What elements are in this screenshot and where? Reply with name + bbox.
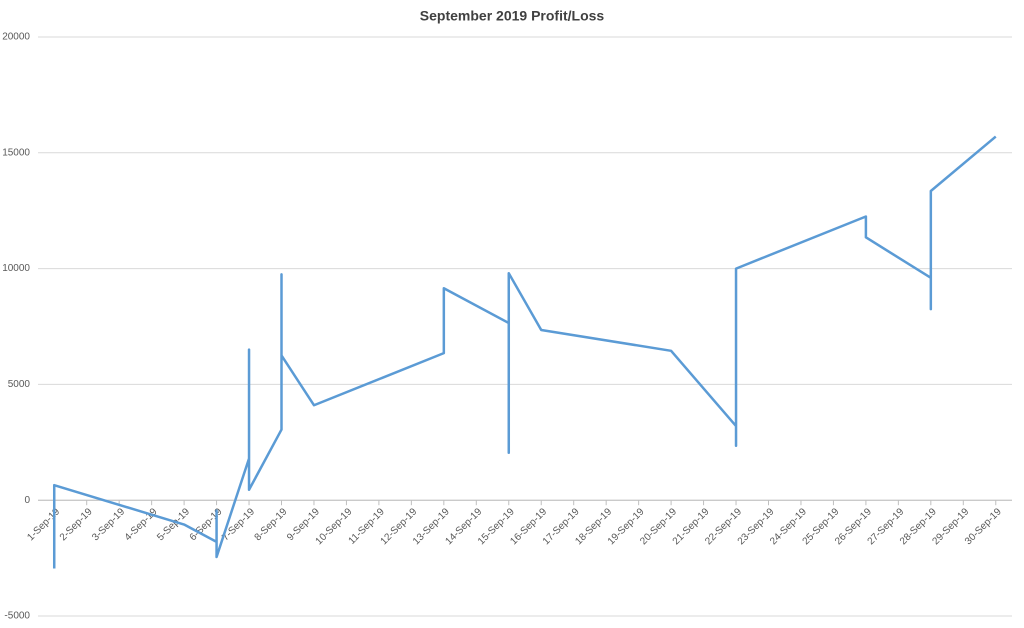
y-tick-label: 15000 (2, 147, 30, 158)
y-tick-label: 20000 (2, 32, 30, 43)
y-tick-label: 10000 (2, 263, 30, 274)
y-tick-label: 0 (24, 495, 30, 506)
y-tick-label: -5000 (4, 611, 30, 622)
y-tick-label: 5000 (8, 379, 31, 390)
line (52, 135, 997, 569)
chart-title: September 2019 Profit/Loss (420, 8, 605, 24)
